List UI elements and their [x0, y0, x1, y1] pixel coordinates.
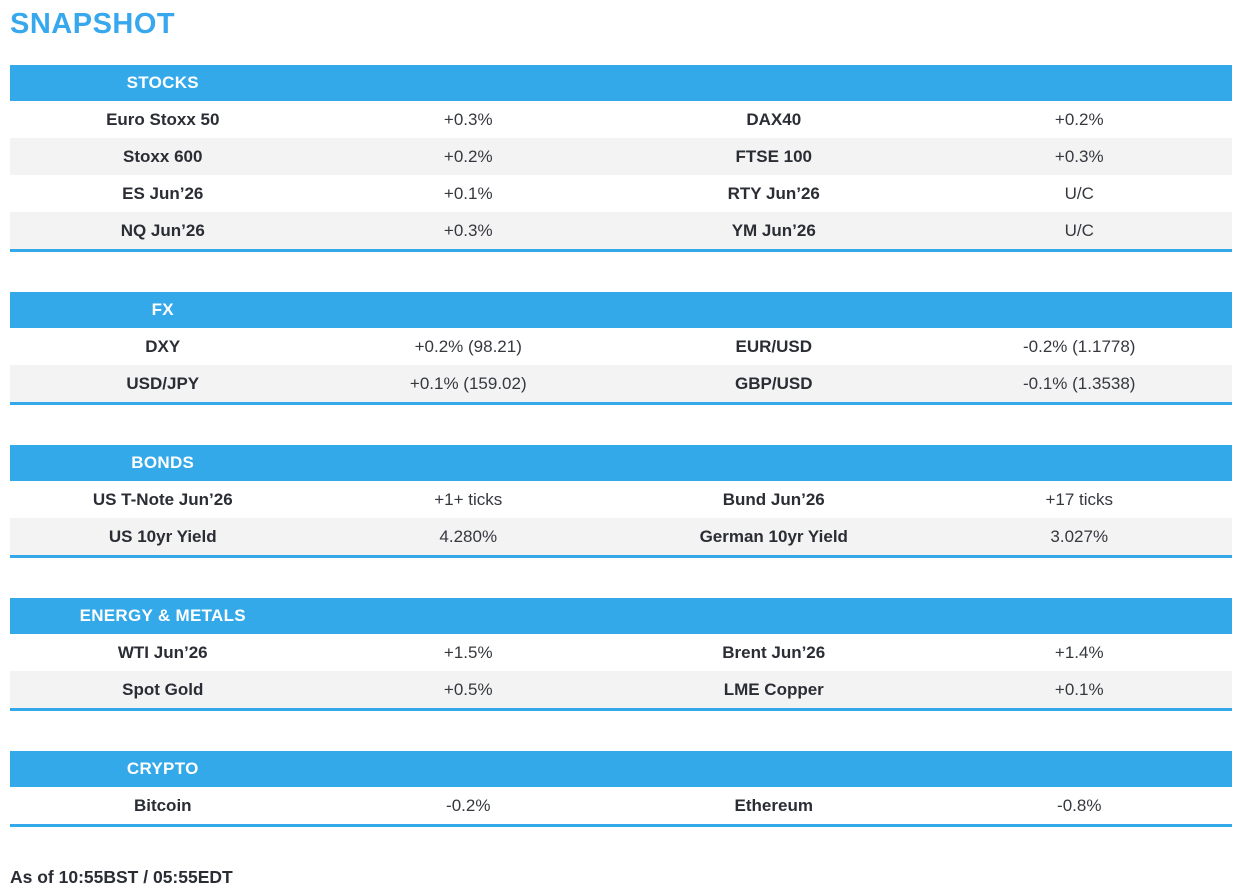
instrument-label: Brent Jun’26: [722, 642, 826, 662]
section-energy-metals: ENERGY & METALS WTI Jun’26 +1.5% Brent J…: [10, 598, 1232, 711]
section-header-caption: FX: [151, 300, 174, 319]
instrument-label: Stoxx 600: [123, 146, 203, 166]
instrument-label: NQ Jun’26: [120, 220, 205, 240]
instrument-label: EUR/USD: [735, 336, 812, 356]
instrument-label: YM Jun’26: [731, 220, 816, 240]
instrument-value: U/C: [1064, 220, 1094, 240]
instrument-value: +0.2% (98.21): [414, 336, 522, 356]
table-row: Euro Stoxx 50 +0.3% DAX40 +0.2%: [10, 101, 1232, 138]
table-row: Bitcoin -0.2% Ethereum -0.8%: [10, 787, 1232, 824]
section-crypto: CRYPTO Bitcoin -0.2% Ethereum -0.8%: [10, 751, 1232, 827]
instrument-label: DXY: [145, 336, 181, 356]
instrument-label: WTI Jun’26: [117, 642, 208, 662]
table-row: NQ Jun’26 +0.3% YM Jun’26 U/C: [10, 212, 1232, 249]
section-header-caption: CRYPTO: [126, 759, 199, 778]
section-header: STOCKS: [10, 65, 1232, 101]
table-row: US T-Note Jun’26 +1+ ticks Bund Jun’26 +…: [10, 481, 1232, 518]
instrument-label: Bund Jun’26: [722, 489, 825, 509]
instrument-value: +1+ ticks: [434, 489, 503, 509]
section-header: FX: [10, 292, 1232, 328]
table-row: ES Jun’26 +0.1% RTY Jun’26 U/C: [10, 175, 1232, 212]
section-header: BONDS: [10, 445, 1232, 481]
instrument-label: Spot Gold: [122, 679, 204, 699]
instrument-value: +0.3%: [443, 220, 493, 240]
instrument-value: +0.2%: [1054, 109, 1104, 129]
instrument-label: LME Copper: [723, 679, 824, 699]
instrument-value: -0.1% (1.3538): [1023, 373, 1136, 393]
instrument-label: Euro Stoxx 50: [106, 109, 220, 129]
instrument-label: USD/JPY: [126, 373, 200, 393]
instrument-value: 3.027%: [1050, 526, 1109, 546]
instrument-value: +0.3%: [443, 109, 493, 129]
instrument-label: ES Jun’26: [122, 183, 204, 203]
page-title: SNAPSHOT: [10, 8, 176, 40]
table-row: USD/JPY +0.1% (159.02) GBP/USD -0.1% (1.…: [10, 365, 1232, 402]
section-header: ENERGY & METALS: [10, 598, 1232, 634]
table-row: Stoxx 600 +0.2% FTSE 100 +0.3%: [10, 138, 1232, 175]
instrument-label: GBP/USD: [735, 373, 813, 393]
instrument-value: +0.1% (159.02): [409, 373, 527, 393]
instrument-value: +0.1%: [1054, 679, 1104, 699]
section-bonds: BONDS US T-Note Jun’26 +1+ ticks Bund Ju…: [10, 445, 1232, 558]
instrument-label: US T-Note Jun’26: [92, 489, 233, 509]
instrument-value: +0.5%: [443, 679, 493, 699]
section-fx: FX DXY +0.2% (98.21) EUR/USD -0.2% (1.17…: [10, 292, 1232, 405]
table-row: WTI Jun’26 +1.5% Brent Jun’26 +1.4%: [10, 634, 1232, 671]
section-header-caption: BONDS: [131, 453, 195, 472]
table-row: DXY +0.2% (98.21) EUR/USD -0.2% (1.1778): [10, 328, 1232, 365]
table-row: Spot Gold +0.5% LME Copper +0.1%: [10, 671, 1232, 708]
section-header-caption: ENERGY & METALS: [79, 606, 246, 625]
instrument-value: +17 ticks: [1045, 489, 1114, 509]
instrument-label: RTY Jun’26: [727, 183, 820, 203]
instrument-label: Ethereum: [734, 795, 813, 815]
instrument-value: +0.1%: [443, 183, 493, 203]
instrument-label: US 10yr Yield: [108, 526, 217, 546]
instrument-label: German 10yr Yield: [699, 526, 848, 546]
footer-timestamp: As of 10:55BST / 05:55EDT: [10, 867, 233, 887]
section-header: CRYPTO: [10, 751, 1232, 787]
instrument-value: +1.5%: [443, 642, 493, 662]
instrument-value: -0.8%: [1057, 795, 1102, 815]
instrument-value: +0.3%: [1054, 146, 1104, 166]
instrument-value: +1.4%: [1054, 642, 1104, 662]
instrument-label: FTSE 100: [735, 146, 813, 166]
instrument-value: +0.2%: [443, 146, 493, 166]
section-stocks: STOCKS Euro Stoxx 50 +0.3% DAX40 +0.2% S…: [10, 65, 1232, 252]
instrument-value: -0.2%: [446, 795, 491, 815]
instrument-value: U/C: [1064, 183, 1094, 203]
instrument-label: DAX40: [746, 109, 802, 129]
instrument-value: -0.2% (1.1778): [1023, 336, 1136, 356]
instrument-value: 4.280%: [439, 526, 498, 546]
section-header-caption: STOCKS: [126, 73, 199, 92]
table-row: US 10yr Yield 4.280% German 10yr Yield 3…: [10, 518, 1232, 555]
instrument-label: Bitcoin: [133, 795, 192, 815]
